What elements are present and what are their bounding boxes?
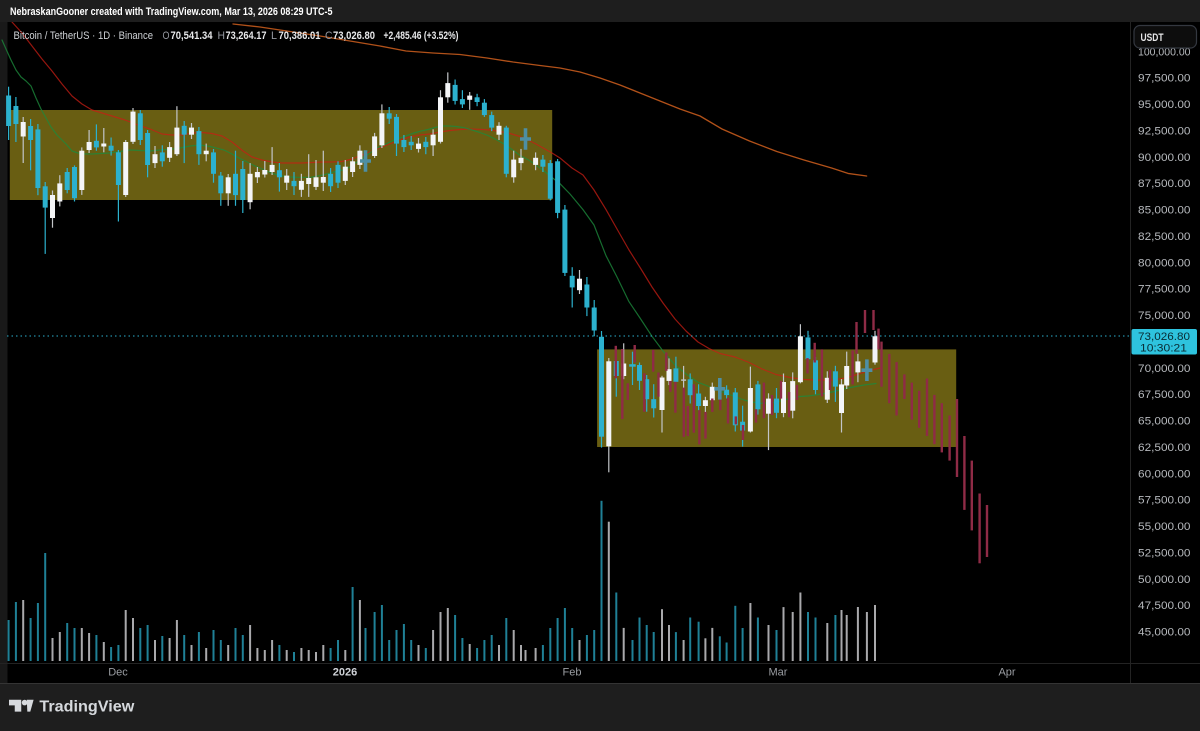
svg-text:TradingView: TradingView — [39, 698, 135, 715]
svg-text:73,026.80: 73,026.80 — [333, 30, 375, 42]
svg-text:73,026.80: 73,026.80 — [1138, 331, 1190, 343]
svg-text:77,500.00: 77,500.00 — [1138, 284, 1191, 296]
svg-text:2026: 2026 — [333, 667, 357, 679]
svg-text:82,500.00: 82,500.00 — [1138, 231, 1191, 243]
svg-text:47,500.00: 47,500.00 — [1138, 600, 1191, 612]
svg-text:73,264.17: 73,264.17 — [226, 30, 267, 42]
svg-text:C: C — [325, 30, 333, 42]
svg-text:62,500.00: 62,500.00 — [1138, 442, 1191, 454]
svg-text:Apr: Apr — [998, 667, 1015, 679]
svg-text:Feb: Feb — [563, 667, 582, 679]
svg-text:USDT: USDT — [1141, 32, 1164, 44]
svg-text:85,000.00: 85,000.00 — [1138, 205, 1191, 217]
svg-text:50,000.00: 50,000.00 — [1138, 574, 1191, 586]
svg-text:92,500.00: 92,500.00 — [1138, 125, 1191, 137]
svg-text:80,000.00: 80,000.00 — [1138, 257, 1191, 269]
svg-text:70,541.34: 70,541.34 — [171, 30, 214, 42]
svg-text:L: L — [271, 30, 277, 42]
svg-text:H: H — [218, 30, 226, 42]
svg-text:Bitcoin / TetherUS · 1D · Bina: Bitcoin / TetherUS · 1D · Binance — [14, 30, 154, 42]
svg-text:87,500.00: 87,500.00 — [1138, 178, 1191, 190]
svg-text:75,000.00: 75,000.00 — [1138, 310, 1191, 322]
svg-text:10:30:21: 10:30:21 — [1140, 343, 1187, 355]
svg-text:52,500.00: 52,500.00 — [1138, 547, 1191, 559]
svg-text:+2,485.46 (+3.52%): +2,485.46 (+3.52%) — [384, 30, 459, 42]
svg-text:95,000.00: 95,000.00 — [1138, 99, 1191, 111]
svg-text:70,000.00: 70,000.00 — [1138, 363, 1191, 375]
svg-text:55,000.00: 55,000.00 — [1138, 521, 1191, 533]
svg-text:67,500.00: 67,500.00 — [1138, 389, 1191, 401]
svg-text:Dec: Dec — [108, 667, 128, 679]
svg-text:60,000.00: 60,000.00 — [1138, 468, 1191, 480]
svg-text:NebraskanGooner created with T: NebraskanGooner created with TradingView… — [10, 6, 333, 18]
svg-text:65,000.00: 65,000.00 — [1138, 416, 1191, 428]
svg-text:O: O — [163, 30, 170, 42]
svg-text:57,500.00: 57,500.00 — [1138, 495, 1191, 507]
svg-text:90,000.00: 90,000.00 — [1138, 152, 1191, 164]
svg-text:70,386.01: 70,386.01 — [279, 30, 321, 42]
svg-text:97,500.00: 97,500.00 — [1138, 73, 1191, 85]
svg-text:Mar: Mar — [769, 667, 788, 679]
svg-text:45,000.00: 45,000.00 — [1138, 627, 1191, 639]
svg-text:100,000.00: 100,000.00 — [1138, 46, 1191, 58]
